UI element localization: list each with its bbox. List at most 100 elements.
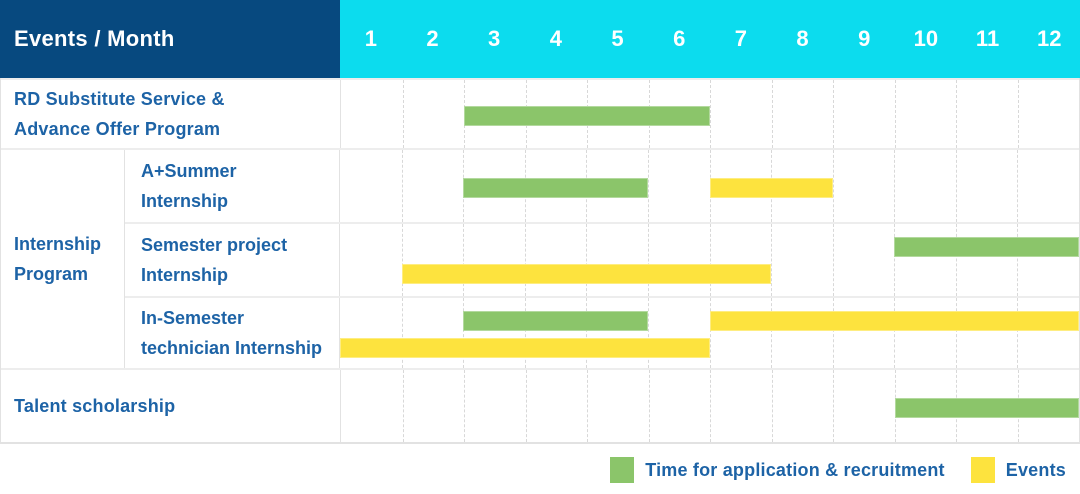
month-gridline <box>894 80 896 148</box>
month-header-row: 1 2 3 4 5 6 7 8 9 10 11 12 <box>340 0 1080 78</box>
row-label: Semester project Internship <box>125 224 340 296</box>
event-bar <box>709 178 833 198</box>
month-gridline <box>401 150 403 222</box>
month-header-cell: 6 <box>673 26 686 51</box>
events-month-header-cell: Events / Month <box>0 0 340 78</box>
row-timeline <box>340 224 1079 296</box>
month-header-cell: 8 <box>796 26 809 51</box>
row-timeline <box>341 370 1079 442</box>
application-color-swatch <box>610 457 635 483</box>
month-gridline <box>586 298 588 368</box>
application-bar <box>894 398 1079 418</box>
month-header-cell: 9 <box>858 26 871 51</box>
month-gridline <box>464 370 465 442</box>
month-gridline <box>771 370 773 442</box>
month-gridline <box>401 298 403 368</box>
application-bar <box>894 237 1079 257</box>
row-label: Talent scholarship <box>1 370 341 442</box>
month-gridline <box>771 224 773 296</box>
month-gridline <box>710 370 711 442</box>
month-gridline <box>956 80 957 148</box>
events-color-swatch <box>970 457 995 483</box>
row-timeline <box>340 298 1079 368</box>
month-gridline <box>402 370 404 442</box>
month-gridline <box>647 224 649 296</box>
month-header-cell: 3 <box>488 26 501 51</box>
month-header-cell: 11 <box>975 26 1000 51</box>
month-header-cell: 1 <box>364 26 377 51</box>
events-month-label: Events / Month <box>14 26 175 51</box>
month-header-cell: 5 <box>611 26 624 51</box>
row-label-line: A+Summer <box>141 161 237 181</box>
application-bar <box>464 106 710 126</box>
group-label-line: Program <box>14 264 89 284</box>
row-label-line: technician Internship <box>141 338 323 358</box>
month-gridline <box>894 298 896 368</box>
event-bar <box>340 338 710 358</box>
month-gridline <box>955 298 957 368</box>
month-gridline <box>894 224 896 296</box>
event-bar <box>401 264 772 284</box>
month-gridline <box>709 224 711 296</box>
row-label-line: Talent scholarship <box>14 396 176 416</box>
month-header-cell: 7 <box>734 26 747 51</box>
row-label: RD Substitute Service & Advance Offer Pr… <box>1 80 341 148</box>
legend-label: Time for application & recruitment <box>645 459 945 480</box>
application-bar <box>463 311 648 331</box>
month-gridline <box>955 150 957 222</box>
month-gridline <box>955 224 957 296</box>
row-label-line: RD Substitute Service & <box>14 89 225 109</box>
month-gridline <box>1017 150 1019 222</box>
row-talent-scholarship: Talent scholarship <box>1 368 1079 442</box>
month-gridline <box>586 224 588 296</box>
row-in-semester-technician-internship: In-Semester technician Internship <box>125 296 1079 368</box>
row-label-line: Advance Offer Program <box>14 119 221 139</box>
month-gridline <box>833 370 834 442</box>
legend-label: Events <box>1005 459 1066 480</box>
month-header-cell: 4 <box>549 26 562 51</box>
internship-program-rows: A+Summer Internship Semester project Int… <box>125 150 1079 368</box>
row-label-line: In-Semester <box>141 308 245 328</box>
row-a-plus-summer-internship: A+Summer Internship <box>125 150 1079 222</box>
row-rd-substitute-service: RD Substitute Service & Advance Offer Pr… <box>1 78 1079 148</box>
month-gridline <box>401 224 403 296</box>
month-gridline <box>771 298 773 368</box>
month-gridline <box>587 370 588 442</box>
month-header-cell: 10 <box>913 26 939 51</box>
month-header-cell: 12 <box>1036 26 1062 51</box>
month-gridline <box>648 370 650 442</box>
month-gridline <box>1017 80 1019 148</box>
event-bar <box>709 311 1079 331</box>
row-timeline <box>341 80 1079 148</box>
month-gridline <box>771 80 773 148</box>
row-label: A+Summer Internship <box>125 150 340 222</box>
month-gridline <box>709 298 711 368</box>
row-semester-project-internship: Semester project Internship <box>125 222 1079 296</box>
table-header-row: Events / Month 1 2 3 4 5 6 7 8 9 10 11 1… <box>0 0 1080 78</box>
row-label-line: Internship <box>141 191 229 211</box>
internship-program-group: Internship Program A+Summer Internship S… <box>1 148 1079 368</box>
month-gridline <box>832 150 834 222</box>
row-label-line: Internship <box>141 265 229 285</box>
month-gridline <box>525 370 527 442</box>
legend-item-application: Time for application & recruitment <box>610 457 945 483</box>
month-gridline <box>524 224 526 296</box>
month-header-cell: 2 <box>426 26 439 51</box>
month-gridline <box>524 298 526 368</box>
row-label: In-Semester technician Internship <box>125 298 340 368</box>
legend-item-events: Events <box>970 457 1066 483</box>
month-gridline <box>1017 298 1019 368</box>
month-gridline <box>463 298 465 368</box>
application-bar <box>463 178 648 198</box>
chart-body: RD Substitute Service & Advance Offer Pr… <box>0 78 1080 444</box>
row-timeline <box>340 150 1079 222</box>
group-label: Internship Program <box>1 150 125 368</box>
month-gridline <box>832 224 834 296</box>
month-gridline <box>833 80 834 148</box>
month-gridline <box>647 150 649 222</box>
group-label-line: Internship <box>14 234 102 254</box>
month-gridline <box>647 298 649 368</box>
month-gridline <box>894 150 896 222</box>
month-gridline <box>463 224 465 296</box>
